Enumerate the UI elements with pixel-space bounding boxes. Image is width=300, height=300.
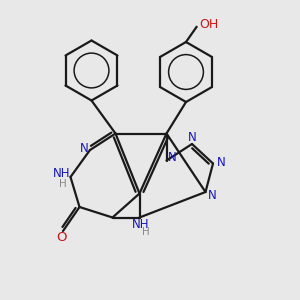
Text: O: O xyxy=(56,231,67,244)
Text: N: N xyxy=(168,151,177,164)
Text: NH: NH xyxy=(53,167,71,180)
Text: OH: OH xyxy=(200,18,219,31)
Text: N: N xyxy=(217,155,226,169)
Text: NH: NH xyxy=(132,218,150,231)
Text: H: H xyxy=(142,227,150,237)
Text: N: N xyxy=(208,189,217,202)
Text: N: N xyxy=(80,142,89,155)
Text: N: N xyxy=(188,131,197,144)
Text: H: H xyxy=(59,178,67,189)
